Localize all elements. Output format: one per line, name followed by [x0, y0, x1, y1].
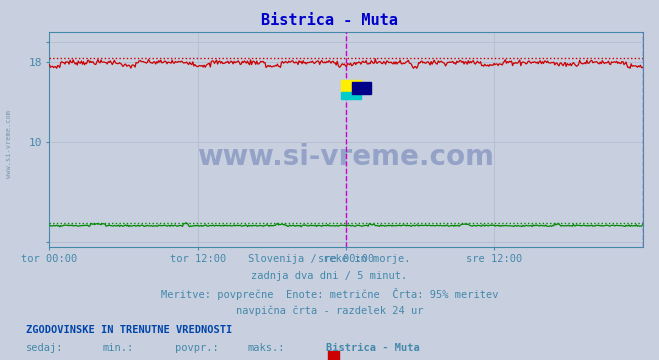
Text: Slovenija / reke in morje.: Slovenija / reke in morje.: [248, 254, 411, 264]
Bar: [352, 82, 372, 94]
Text: ZGODOVINSKE IN TRENUTNE VREDNOSTI: ZGODOVINSKE IN TRENUTNE VREDNOSTI: [26, 325, 233, 335]
Text: maks.:: maks.:: [247, 343, 285, 354]
Bar: [341, 92, 361, 99]
Text: Bistrica - Muta: Bistrica - Muta: [261, 13, 398, 28]
Text: sedaj:: sedaj:: [26, 343, 64, 354]
Text: www.si-vreme.com: www.si-vreme.com: [5, 110, 12, 178]
Text: www.si-vreme.com: www.si-vreme.com: [198, 143, 494, 171]
Bar: [341, 80, 361, 93]
Text: navpična črta - razdelek 24 ur: navpična črta - razdelek 24 ur: [236, 306, 423, 316]
Text: Bistrica - Muta: Bistrica - Muta: [326, 343, 420, 354]
Text: min.:: min.:: [102, 343, 133, 354]
Text: povpr.:: povpr.:: [175, 343, 218, 354]
Text: Meritve: povprečne  Enote: metrične  Črta: 95% meritev: Meritve: povprečne Enote: metrične Črta:…: [161, 288, 498, 300]
Text: zadnja dva dni / 5 minut.: zadnja dva dni / 5 minut.: [251, 271, 408, 281]
